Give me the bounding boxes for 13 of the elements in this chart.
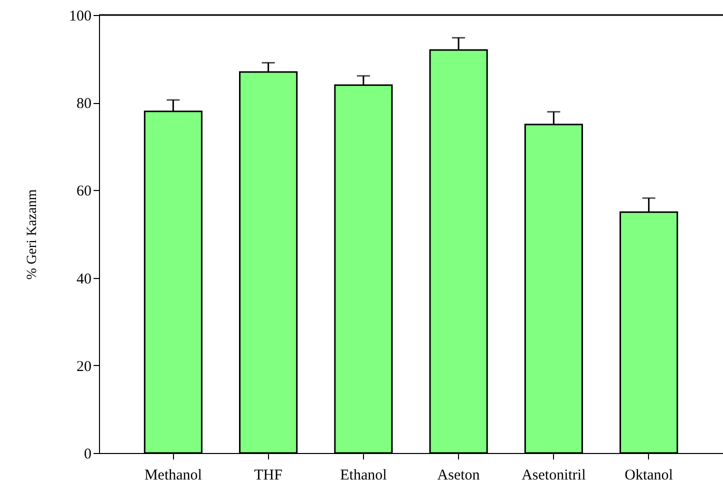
y-tick-label: 80 [76,96,92,112]
y-tick-label: 20 [76,358,92,375]
y-axis-title: % Geri Kazanm [25,189,40,280]
y-tick-label: 100 [69,8,92,24]
x-tick-label: Asetonitril [522,468,586,484]
y-tick-label: 60 [76,184,92,200]
y-tick-label: 0 [84,446,92,462]
x-tick-label: Methanol [144,468,202,484]
x-tick-label: Aseton [437,468,480,484]
x-tick-label: THF [254,468,282,484]
y-tick-label: 40 [76,271,92,288]
x-tick-label: Oktanol [624,468,673,484]
x-tick-label: Ethanol [340,468,387,484]
